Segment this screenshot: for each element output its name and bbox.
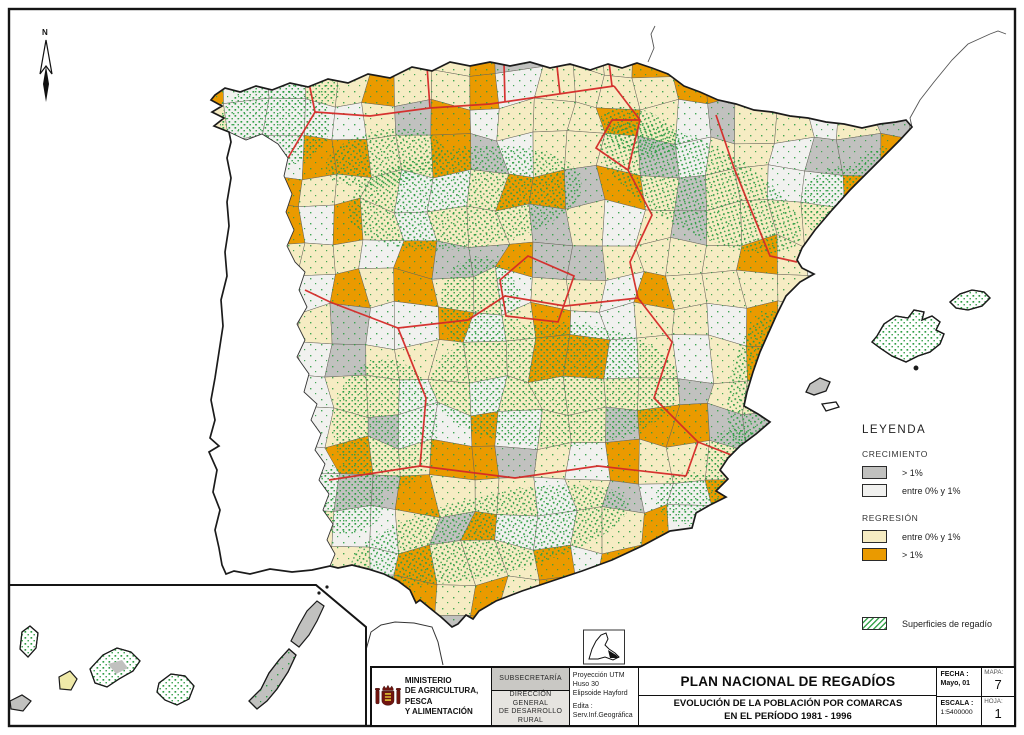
direccion-line: DIRECCIÓN GENERAL — [509, 691, 552, 707]
legend-item-regression-low: entre 0% y 1% — [862, 530, 1018, 543]
legend: LEYENDA CRECIMIENTO > 1% entre 0% y 1% R… — [862, 424, 1018, 630]
edita-label: Edita : — [572, 702, 593, 710]
subsecretaria-label: SUBSECRETARÍA — [492, 668, 569, 690]
legend-item-regression-high: > 1% — [862, 548, 1018, 561]
hoja-label: HOJA: — [984, 698, 1003, 705]
mapa-value: 7 — [994, 677, 1002, 692]
projection-line: Elipsoide Hayford — [572, 690, 628, 698]
hoja-row: HOJA: 1 — [982, 696, 1014, 725]
legend-item-irrigation: Superficies de regadío — [862, 617, 1018, 630]
mapa-row: MAPA: 7 — [982, 668, 1014, 696]
legend-swatch-growth-high — [862, 466, 887, 479]
legend-swatch-regression-low — [862, 530, 887, 543]
escala-value: 1:5400000 — [940, 709, 973, 716]
title-block: MINISTERIO DE AGRICULTURA, PESCA Y ALIME… — [370, 666, 1016, 727]
map-subtitle: EVOLUCIÓN DE LA POBLACIÓN POR COMARCAS E… — [639, 695, 937, 725]
legend-swatch-irrigation-hatch — [862, 617, 887, 630]
projection-cell: Proyección UTM Huso 30 Elipsoide Hayford… — [568, 668, 639, 725]
coat-of-arms-icon — [375, 684, 401, 706]
legend-growth-title: CRECIMIENTO — [862, 449, 928, 459]
projection-line: Proyección UTM — [572, 672, 625, 679]
map-title: PLAN NACIONAL DE REGADÍOS — [680, 674, 896, 689]
legend-label: > 1% — [902, 467, 923, 478]
legend-label: entre 0% y 1% — [902, 531, 961, 542]
escala-row: ESCALA : 1:5400000 — [937, 696, 982, 725]
map-subtitle-line: EVOLUCIÓN DE LA POBLACIÓN POR COMARCAS — [673, 698, 903, 709]
legend-label: entre 0% y 1% — [902, 485, 961, 496]
legend-swatch-growth-low — [862, 484, 887, 497]
map-subtitle-line: EN EL PERÍODO 1981 - 1996 — [724, 710, 852, 722]
ministry-cell: MINISTERIO DE AGRICULTURA, PESCA Y ALIME… — [372, 668, 491, 725]
legend-title: LEYENDA — [862, 424, 927, 436]
escala-label: ESCALA : — [940, 700, 974, 707]
fecha-escala-cell: FECHA : Mayo, 01 ESCALA : 1:5400000 — [936, 668, 982, 725]
fecha-row: FECHA : Mayo, 01 — [937, 668, 981, 696]
map-title-cell: PLAN NACIONAL DE REGADÍOS EVOLUCIÓN DE L… — [638, 668, 937, 725]
hoja-value: 1 — [994, 706, 1002, 721]
ministry-line: MINISTERIO — [404, 675, 452, 685]
legend-item-growth-high: > 1% — [862, 466, 1018, 479]
projection-line: Huso 30 — [572, 681, 599, 689]
north-label: N — [42, 28, 48, 37]
fecha-value: Mayo, 01 — [940, 680, 971, 687]
mapa-hoja-cell: MAPA: 7 HOJA: 1 — [981, 668, 1014, 725]
direccion-general-label: DIRECCIÓN GENERAL DE DESARROLLO RURAL — [492, 690, 569, 725]
direccion-line: DE DESARROLLO RURAL — [498, 708, 563, 724]
legend-regression-title: REGRESIÓN — [862, 513, 919, 523]
ministry-line: DE AGRICULTURA, PESCA — [404, 686, 479, 706]
fecha-label: FECHA : — [940, 671, 969, 678]
legend-label: > 1% — [902, 549, 923, 560]
mapa-label: MAPA: — [984, 669, 1004, 676]
ministry-name: MINISTERIO DE AGRICULTURA, PESCA Y ALIME… — [405, 676, 488, 718]
edita-value: Serv.Inf.Geográfica — [572, 711, 633, 719]
legend-swatch-regression-high — [862, 548, 887, 561]
ministry-line: Y ALIMENTACIÓN — [404, 707, 473, 716]
legend-item-growth-low: entre 0% y 1% — [862, 484, 1018, 497]
legend-label: Superficies de regadío — [902, 618, 993, 629]
subsecretaria-cell: SUBSECRETARÍA DIRECCIÓN GENERAL DE DESAR… — [491, 668, 569, 725]
